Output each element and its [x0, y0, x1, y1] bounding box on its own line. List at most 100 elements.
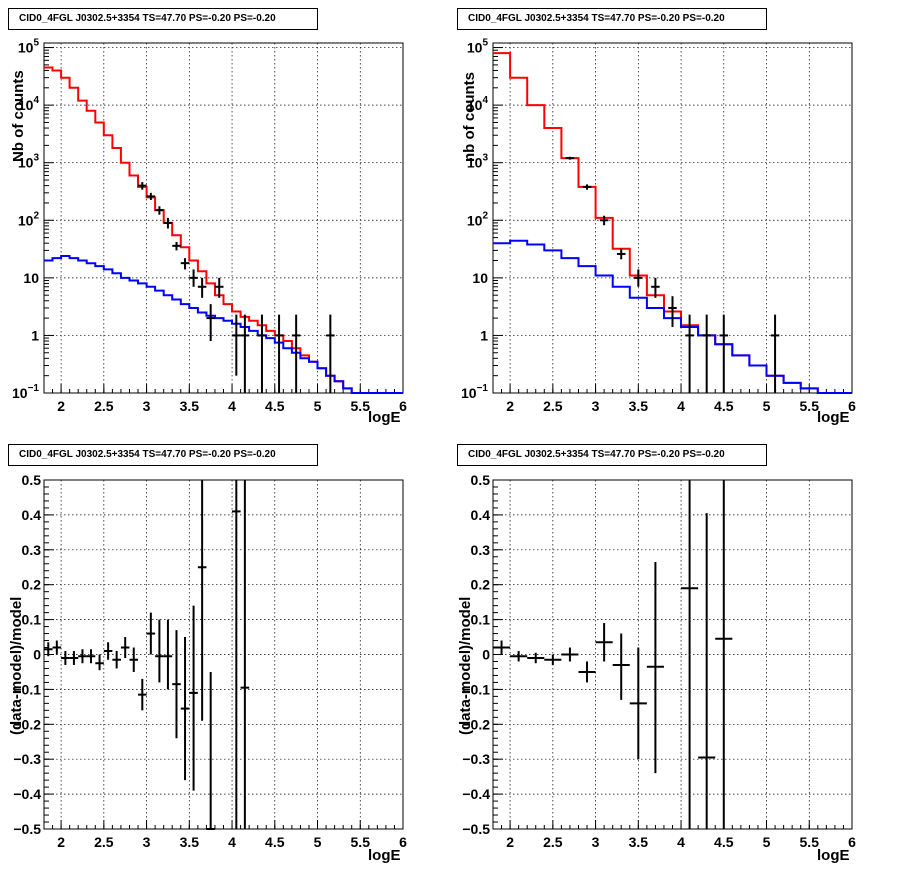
x-tick-label: 5 [763, 834, 771, 850]
y-tick-label: 105 [18, 38, 40, 56]
x-tick-label: 5 [314, 834, 322, 850]
y-tick-label: 104 [467, 95, 489, 113]
y-tick-label: 0 [482, 647, 490, 663]
x-tick-label: 2.5 [94, 398, 114, 414]
data-point [257, 314, 267, 393]
y-tick-label: 10−1 [461, 383, 488, 401]
y-tick-label: 10 [472, 270, 488, 286]
data-point [146, 612, 156, 655]
data-point [172, 630, 181, 739]
x-tick-label: 3.5 [629, 834, 649, 850]
data-point [715, 480, 733, 829]
y-tick-label: 105 [467, 38, 489, 56]
y-tick-label: 0 [33, 647, 41, 663]
y-tick-label: 1 [31, 327, 39, 343]
x-tick-label: 2 [57, 398, 65, 414]
data-point [493, 640, 511, 655]
axes: 2 2.5 3 3.5 4 4.5 5 5.5 6 −0.5 −0.4 −0.3 −0.2 −0.1 0 0.… [13, 472, 407, 850]
chart-title: CID0_4FGL J0302.5+3354 TS=47.70 PS=-0.20… [8, 8, 318, 30]
data-point [634, 269, 643, 287]
y-tick-label: −0.1 [462, 681, 490, 697]
x-tick-label: 3.5 [180, 398, 200, 414]
x-tick-label: 2.5 [543, 398, 563, 414]
series-group [493, 480, 733, 829]
y-tick-label: −0.3 [462, 751, 490, 767]
data-point [326, 314, 335, 393]
x-tick-label: 3 [143, 834, 151, 850]
x-tick-label: 2 [506, 834, 514, 850]
x-tick-label: 3.5 [180, 834, 200, 850]
y-tick-label: 0.3 [471, 542, 491, 558]
data-point [616, 248, 626, 260]
x-tick-label: 3 [592, 398, 600, 414]
data-point [214, 277, 224, 298]
y-tick-base: 10 [18, 155, 34, 171]
data-point [163, 619, 173, 690]
x-tick-label: 3.5 [629, 398, 649, 414]
y-axis-label: (data-model)/model [457, 596, 474, 735]
data-point [232, 314, 241, 376]
data-point [582, 184, 592, 190]
data-point [163, 217, 173, 229]
data-point [770, 314, 780, 393]
data-point [112, 651, 121, 669]
data-point [189, 269, 198, 287]
axes: 2 2.5 3 3.5 4 4.5 5 5.5 6 −0.5 −0.4 −0.3 −0.2 −0.1 0 0.… [462, 472, 856, 850]
x-tick-label: 5.5 [351, 834, 371, 850]
x-axis-label: logE [368, 409, 401, 426]
y-axis-label: nb of counts [461, 72, 478, 162]
x-axis-label: logE [368, 847, 401, 864]
y-tick-base: 10 [18, 97, 34, 113]
data-point [612, 633, 630, 700]
y-tick-exponent: 3 [482, 153, 488, 164]
y-tick-exponent: −1 [28, 383, 40, 394]
data-point [44, 642, 53, 657]
histogram-line [493, 52, 852, 394]
x-axis-label: logE [817, 409, 850, 426]
y-tick-base: 10 [461, 385, 477, 401]
y-tick-label: −0.2 [462, 716, 490, 732]
y-tick-label: 0.2 [471, 577, 491, 593]
y-tick-exponent: 2 [482, 210, 488, 221]
histogram-line [44, 66, 403, 394]
y-tick-base: 10 [467, 97, 483, 113]
data-point [138, 678, 147, 711]
data-point [595, 623, 613, 662]
chart-title: CID0_4FGL J0302.5+3354 TS=47.70 PS=-0.20… [457, 8, 767, 30]
y-tick-exponent: 5 [33, 38, 39, 49]
x-tick-label: 4.5 [265, 398, 285, 414]
y-tick-label: 0.1 [22, 612, 42, 628]
y-tick-label: 0.1 [471, 612, 491, 628]
residuals-plot-left: 2 2.5 3 3.5 4 4.5 5 5.5 6 −0.5 −0.4 −0.3 −0.2 −0.1 0 0.… [13, 472, 407, 850]
x-tick-label: 2.5 [543, 834, 563, 850]
y-tick-label: 0.4 [471, 507, 491, 523]
x-tick-label: 5 [763, 398, 771, 414]
x-tick-label: 5 [314, 398, 322, 414]
data-point [155, 619, 164, 683]
y-tick-label: 0.3 [22, 542, 42, 558]
histogram-line [44, 255, 403, 394]
y-axis-label: (data-model)/model [8, 596, 25, 735]
data-point [685, 314, 694, 393]
data-point [120, 637, 130, 658]
y-tick-label: −0.5 [462, 821, 490, 837]
data-point [95, 654, 104, 671]
data-point [698, 513, 716, 829]
data-point [578, 661, 596, 683]
data-point [86, 649, 96, 664]
data-point [527, 652, 545, 664]
x-tick-label: 3 [592, 834, 600, 850]
y-tick-base: 10 [467, 40, 483, 56]
x-tick-label: 5.5 [800, 398, 820, 414]
x-axis-label: logE [817, 847, 850, 864]
data-point [719, 314, 729, 393]
y-tick-label: 103 [18, 153, 40, 171]
data-point [78, 649, 87, 664]
x-tick-label: 2 [57, 834, 65, 850]
y-tick-exponent: 2 [33, 210, 39, 221]
x-tick-label: 4 [677, 834, 685, 850]
x-tick-label: 4 [228, 398, 236, 414]
data-point [629, 647, 647, 760]
